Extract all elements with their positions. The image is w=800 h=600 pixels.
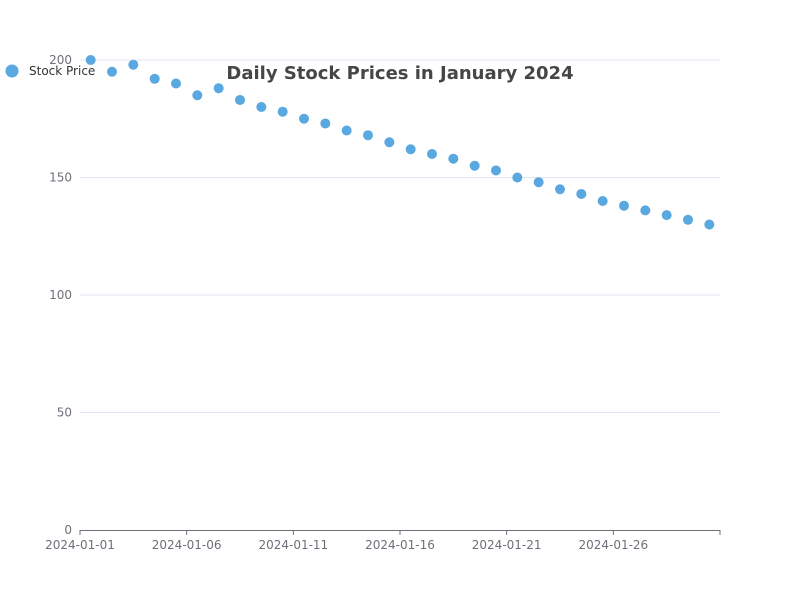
data-point[interactable] bbox=[107, 66, 117, 77]
x-tick-label: 2024-01-16 bbox=[365, 538, 435, 552]
data-point[interactable] bbox=[619, 200, 629, 211]
y-tick-label: 200 bbox=[49, 53, 72, 67]
y-tick-label: 0 bbox=[64, 523, 72, 537]
data-point[interactable] bbox=[405, 144, 416, 155]
data-point[interactable] bbox=[85, 55, 96, 65]
data-point[interactable] bbox=[448, 153, 459, 164]
data-point[interactable] bbox=[491, 165, 501, 176]
data-point[interactable] bbox=[128, 59, 139, 70]
data-point[interactable] bbox=[576, 188, 587, 199]
data-point[interactable] bbox=[341, 125, 352, 136]
data-point[interactable] bbox=[171, 78, 181, 89]
data-point[interactable] bbox=[704, 219, 715, 230]
data-point[interactable] bbox=[427, 149, 437, 159]
y-tick-label: 50 bbox=[57, 406, 72, 420]
data-point[interactable] bbox=[555, 184, 565, 195]
data-point[interactable] bbox=[235, 94, 245, 105]
data-point[interactable] bbox=[469, 160, 480, 171]
data-point[interactable] bbox=[683, 214, 693, 225]
x-tick-label: 2024-01-26 bbox=[578, 538, 648, 552]
data-point[interactable] bbox=[256, 102, 267, 112]
x-tick-label: 2024-01-06 bbox=[152, 538, 222, 552]
data-point[interactable] bbox=[640, 205, 651, 216]
x-tick-label: 2024-01-11 bbox=[258, 538, 328, 552]
data-point[interactable] bbox=[299, 113, 309, 124]
axes: 0 50 100 150 200 2024-01-01 2024-01-06 2024-01-… bbox=[45, 53, 721, 552]
data-point[interactable] bbox=[149, 73, 160, 84]
x-tick-label: 2024-01-01 bbox=[45, 538, 115, 552]
data-point[interactable] bbox=[661, 210, 672, 221]
data-point[interactable] bbox=[533, 177, 544, 188]
x-tick-label: 2024-01-21 bbox=[472, 538, 542, 552]
data-point[interactable] bbox=[277, 106, 288, 117]
data-points bbox=[85, 55, 715, 230]
data-point[interactable] bbox=[320, 118, 331, 129]
data-point[interactable] bbox=[384, 137, 395, 148]
chart-title: Daily Stock Prices in January 2024 bbox=[226, 63, 573, 84]
legend[interactable]: Stock Price bbox=[5, 64, 96, 78]
data-point[interactable] bbox=[512, 172, 523, 183]
data-point[interactable] bbox=[363, 130, 373, 141]
y-tick-label: 100 bbox=[49, 288, 72, 302]
y-tick-label: 150 bbox=[49, 171, 72, 185]
data-point[interactable] bbox=[213, 83, 224, 94]
legend-label-stock-price[interactable]: Stock Price bbox=[29, 64, 95, 78]
legend-marker[interactable] bbox=[5, 64, 19, 78]
data-point[interactable] bbox=[192, 90, 203, 101]
data-point[interactable] bbox=[597, 196, 608, 206]
grid-lines bbox=[80, 59, 720, 413]
